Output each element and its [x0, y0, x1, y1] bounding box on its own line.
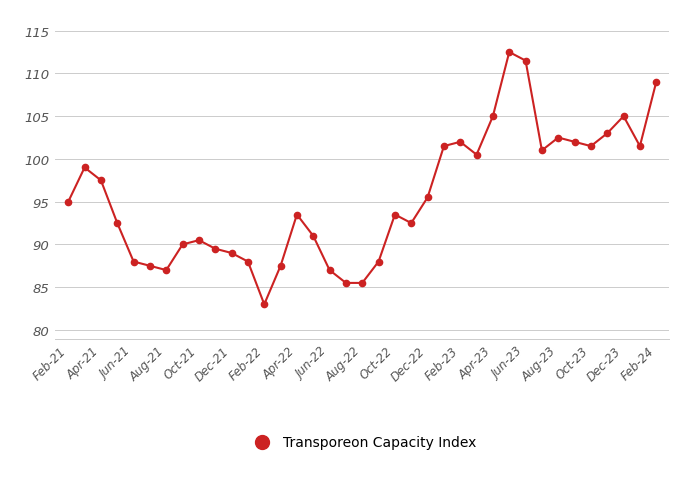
Legend: Transporeon Capacity Index: Transporeon Capacity Index: [243, 430, 482, 455]
